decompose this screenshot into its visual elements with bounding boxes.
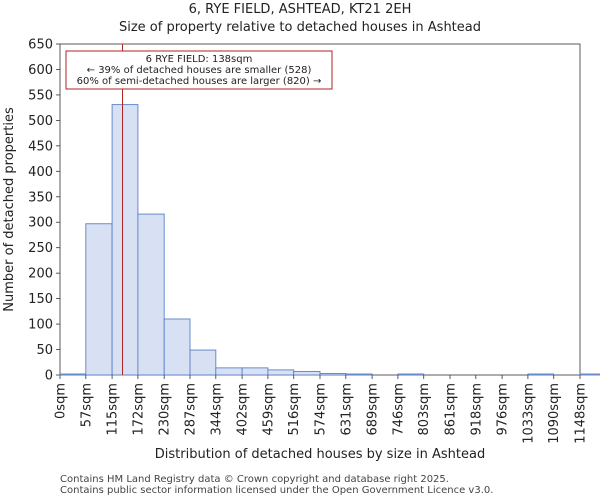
x-tick-label: 631sqm (339, 383, 354, 436)
y-tick-label: 600 (28, 63, 53, 78)
x-tick-label: 402sqm (236, 383, 251, 436)
annotation-box (65, 50, 333, 90)
y-tick-label: 400 (28, 165, 53, 180)
x-tick-label: 57sqm (79, 383, 94, 427)
y-tick-label: 150 (28, 292, 53, 307)
y-tick-label: 0 (45, 369, 53, 384)
histogram-bar (85, 223, 113, 376)
x-tick-label: 689sqm (366, 383, 381, 436)
x-tick-label: 918sqm (469, 383, 484, 436)
histogram-bar (111, 104, 139, 376)
y-tick-label: 450 (28, 139, 53, 154)
chart-title: 6, RYE FIELD, ASHTEAD, KT21 2EH (188, 2, 412, 17)
y-tick-label: 100 (28, 318, 53, 333)
histogram-bar (163, 318, 191, 376)
footer-line-1: Contains HM Land Registry data © Crown c… (60, 474, 449, 485)
x-tick-label: 516sqm (287, 383, 302, 436)
y-tick-label: 650 (28, 38, 53, 53)
histogram-bar (345, 373, 373, 376)
x-tick-label: 803sqm (417, 383, 432, 436)
annotation-line-3: 60% of semi-detached houses are larger (… (77, 76, 322, 87)
x-tick-label: 287sqm (184, 383, 199, 436)
x-tick-label: 574sqm (314, 383, 329, 436)
x-tick-label: 344sqm (209, 383, 224, 436)
histogram-bar (137, 213, 165, 376)
histogram-bar (293, 370, 321, 376)
annotation-line-1: 6 RYE FIELD: 138sqm (146, 54, 253, 65)
x-tick-label: 746sqm (391, 383, 406, 436)
x-tick-label: 976sqm (496, 383, 511, 436)
x-tick-label: 1090sqm (547, 383, 562, 444)
y-tick-label: 200 (28, 267, 53, 282)
histogram-bar (267, 369, 295, 376)
x-tick-label: 0sqm (54, 383, 69, 419)
histogram-bar (59, 373, 87, 376)
x-tick-label: 1148sqm (574, 383, 589, 444)
x-tick-label: 172sqm (131, 383, 146, 436)
histogram-bar (397, 373, 425, 376)
x-tick-label: 861sqm (444, 383, 459, 436)
annotation-line-2: ← 39% of detached houses are smaller (52… (87, 65, 312, 76)
x-tick-label: 1033sqm (521, 383, 536, 444)
histogram-bar (189, 349, 217, 376)
chart-subtitle: Size of property relative to detached ho… (118, 20, 481, 35)
histogram-bar (527, 373, 555, 376)
footer-line-2: Contains public sector information licen… (60, 485, 494, 496)
histogram-bar (215, 367, 243, 376)
y-tick-label: 500 (28, 114, 53, 129)
y-axis-label: Number of detached properties (2, 107, 17, 312)
y-tick-label: 50 (36, 343, 53, 358)
histogram-bar (319, 373, 347, 376)
y-tick-label: 350 (28, 190, 53, 205)
y-tick-label: 550 (28, 88, 53, 103)
x-tick-label: 230sqm (158, 383, 173, 436)
x-axis-label: Distribution of detached houses by size … (155, 447, 485, 462)
y-tick-label: 250 (28, 241, 53, 256)
x-tick-label: 459sqm (261, 383, 276, 436)
y-tick-label: 300 (28, 216, 53, 231)
histogram-bar (241, 367, 269, 376)
histogram-bar (579, 373, 600, 376)
x-tick-label: 115sqm (106, 383, 121, 436)
